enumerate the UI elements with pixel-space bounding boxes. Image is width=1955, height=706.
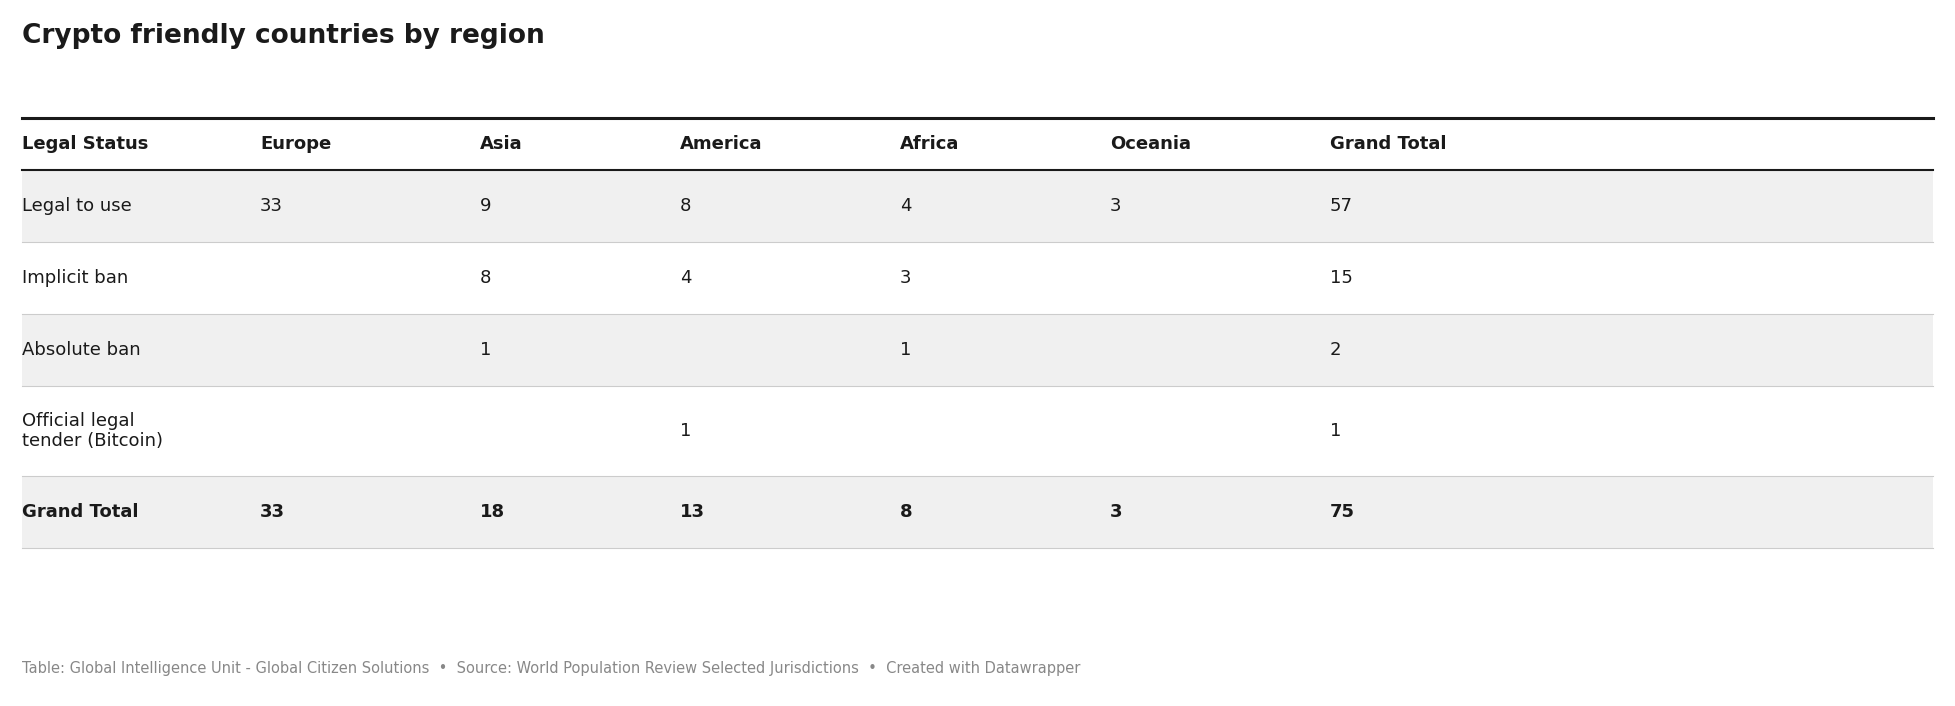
Text: 3: 3 — [1110, 197, 1122, 215]
Text: 75: 75 — [1329, 503, 1355, 521]
Text: 8: 8 — [899, 503, 913, 521]
Text: Grand Total: Grand Total — [22, 503, 139, 521]
Text: 1: 1 — [1329, 422, 1341, 440]
Text: 4: 4 — [680, 269, 692, 287]
Text: Table: Global Intelligence Unit - Global Citizen Solutions  •  Source: World Pop: Table: Global Intelligence Unit - Global… — [22, 661, 1081, 676]
Text: 2: 2 — [1329, 341, 1341, 359]
Text: 3: 3 — [899, 269, 911, 287]
Text: 33: 33 — [260, 197, 283, 215]
Text: Grand Total: Grand Total — [1329, 135, 1447, 153]
Text: 9: 9 — [481, 197, 491, 215]
Text: 1: 1 — [481, 341, 491, 359]
Text: 57: 57 — [1329, 197, 1353, 215]
Text: Oceania: Oceania — [1110, 135, 1191, 153]
Text: Asia: Asia — [481, 135, 522, 153]
Text: Legal to use: Legal to use — [22, 197, 131, 215]
Text: 8: 8 — [680, 197, 692, 215]
Text: 13: 13 — [680, 503, 706, 521]
Text: Legal Status: Legal Status — [22, 135, 149, 153]
Text: Absolute ban: Absolute ban — [22, 341, 141, 359]
Text: Official legal
tender (Bitcoin): Official legal tender (Bitcoin) — [22, 412, 162, 450]
Text: Europe: Europe — [260, 135, 330, 153]
Text: 15: 15 — [1329, 269, 1353, 287]
Text: Crypto friendly countries by region: Crypto friendly countries by region — [22, 23, 545, 49]
Text: Implicit ban: Implicit ban — [22, 269, 129, 287]
Text: America: America — [680, 135, 762, 153]
Text: 3: 3 — [1110, 503, 1122, 521]
Text: 1: 1 — [680, 422, 692, 440]
Text: 18: 18 — [481, 503, 504, 521]
Text: 4: 4 — [899, 197, 911, 215]
Text: 8: 8 — [481, 269, 491, 287]
Text: 1: 1 — [899, 341, 911, 359]
Text: Africa: Africa — [899, 135, 960, 153]
Text: 33: 33 — [260, 503, 285, 521]
